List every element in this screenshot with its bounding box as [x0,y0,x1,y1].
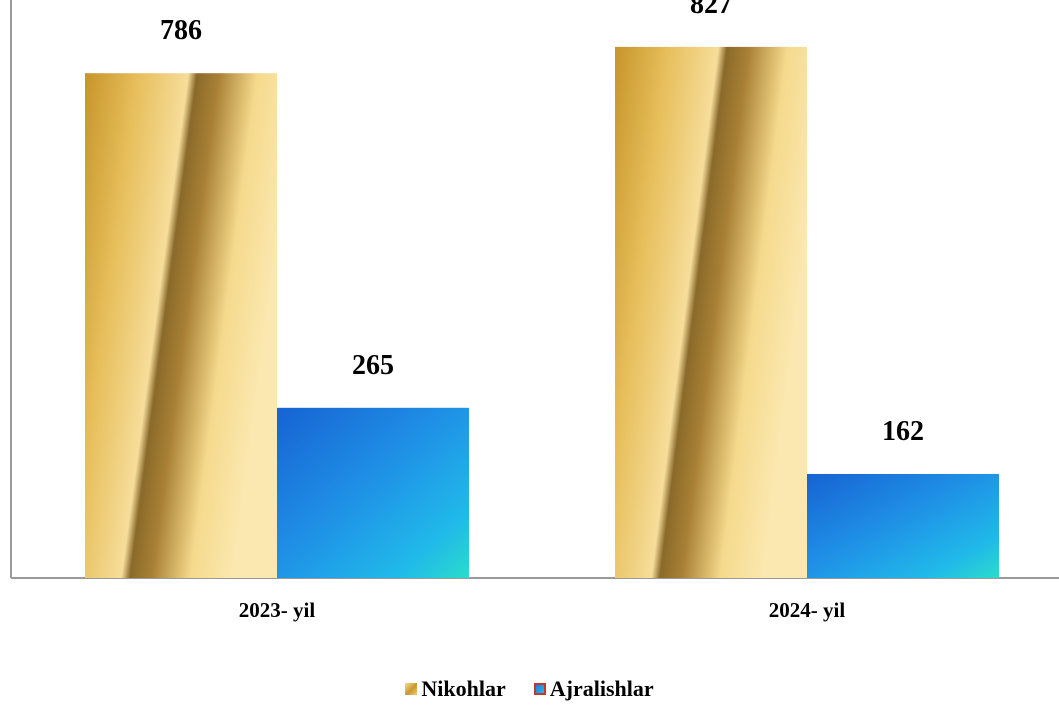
bar-nikohlar-1 [85,73,277,579]
data-labels: 786 265 827 162 [160,0,924,447]
data-label-ajralishlar-2: 162 [882,416,924,447]
legend-label-nikohlar: Nikohlar [421,676,506,701]
legend-swatch-gold [405,683,418,695]
bars [85,46,999,579]
bar-ajralishlar-1 [277,407,469,578]
data-label-nikohlar-2: 827 [690,0,732,20]
x-tick-label-2: 2024- yil [769,598,846,622]
x-tick-label-1: 2023- yil [239,598,316,622]
legend-item-nikohlar: Nikohlar [405,676,506,702]
bar-nikohlar-2 [615,46,807,579]
data-label-nikohlar-1: 786 [160,15,202,46]
x-tick-labels: 2023- yil 2024- yil [239,598,846,622]
legend-label-ajralishlar: Ajralishlar [549,676,654,701]
legend: Nikohlar Ajralishlar [0,676,1059,702]
legend-swatch-blue [533,683,546,695]
legend-item-ajralishlar: Ajralishlar [533,676,654,702]
bar-ajralishlar-2 [807,473,999,578]
data-label-ajralishlar-1: 265 [352,350,394,381]
